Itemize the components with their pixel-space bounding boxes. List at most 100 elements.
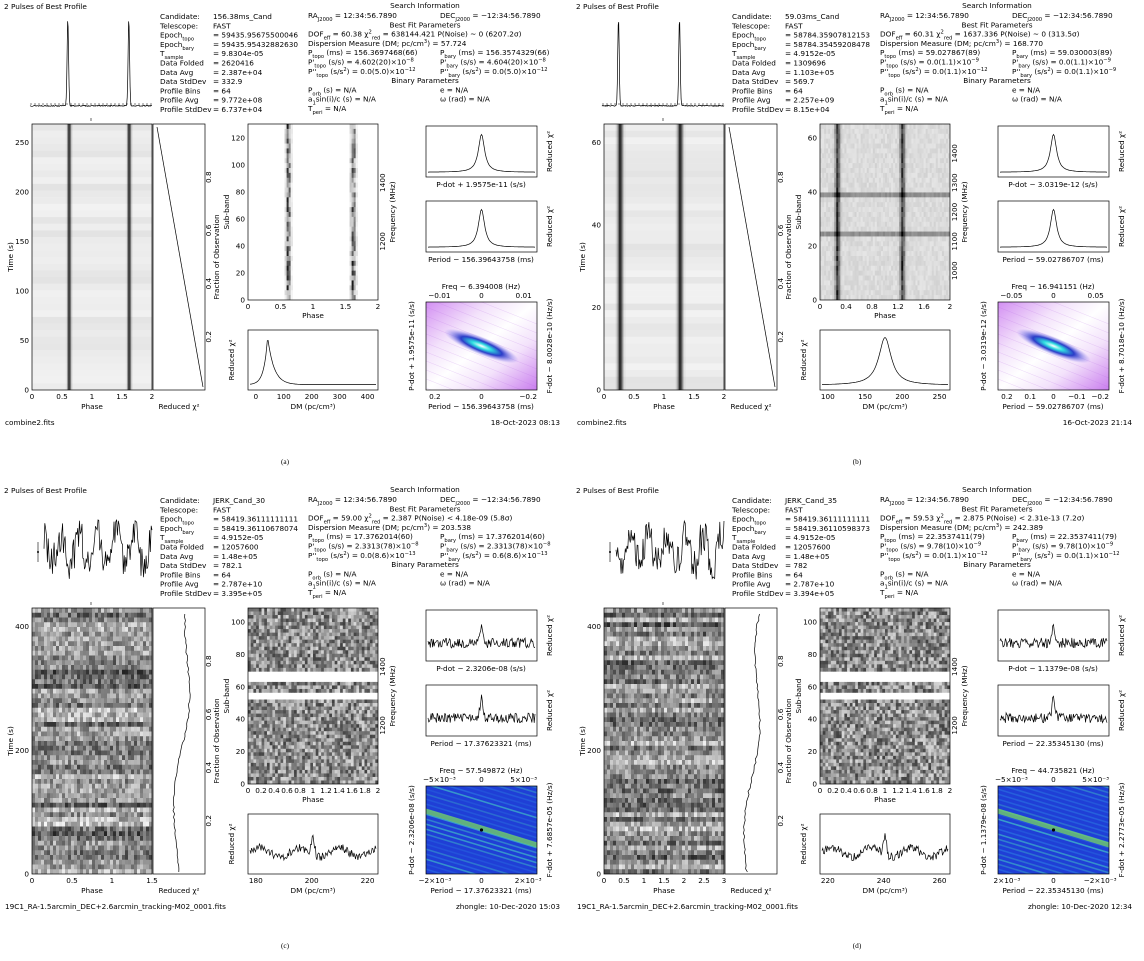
image-cell (56, 703, 59, 708)
info-value: = 9.8304e-05 (213, 49, 263, 58)
image-cell (830, 227, 832, 232)
image-cell (905, 124, 907, 129)
image-cell (104, 803, 107, 808)
image-cell (905, 276, 907, 281)
image-cell (89, 694, 92, 699)
image-cell (83, 670, 86, 675)
image-cell (895, 236, 897, 241)
image-cell (128, 641, 131, 646)
image-cell (855, 295, 857, 300)
image-cell (944, 124, 946, 129)
image-cell (354, 173, 356, 178)
image-cell (938, 124, 940, 129)
image-cell (834, 232, 836, 237)
image-cell (879, 202, 881, 207)
image-cell (875, 227, 877, 232)
y2-tick-label: 0.8 (776, 171, 785, 183)
image-cell (38, 708, 41, 713)
image-cell (285, 139, 287, 144)
image-cell (137, 656, 140, 661)
image-cell (842, 134, 844, 139)
image-cell (911, 148, 913, 153)
image-cell (909, 217, 911, 222)
image-cell (832, 202, 834, 207)
image-cell (86, 770, 89, 775)
image-cell (891, 261, 893, 266)
image-cell (885, 158, 887, 163)
image-cell (897, 144, 899, 149)
image-cell (938, 290, 940, 295)
search-line: e = N/A (440, 569, 468, 578)
image-cell (101, 713, 104, 718)
image-cell (905, 202, 907, 207)
image-cell (946, 280, 948, 285)
image-cell (68, 789, 71, 794)
image-cell (53, 646, 56, 651)
image-cell (877, 173, 879, 178)
image-cell (889, 124, 891, 129)
image-cell (107, 637, 110, 642)
image-cell (926, 158, 928, 163)
image-cell (74, 732, 77, 737)
image-cell (938, 285, 940, 290)
image-cell (922, 144, 924, 149)
image-cell (918, 261, 920, 266)
image-cell (855, 266, 857, 271)
image-cell (291, 251, 293, 256)
image-cell (889, 261, 891, 266)
image-cell (867, 251, 869, 256)
image-cell (146, 694, 149, 699)
image-cell (944, 158, 946, 163)
x2-tick-label: 0.01 (516, 291, 532, 300)
image-cell (907, 276, 909, 281)
image-cell (62, 798, 65, 803)
image-row (604, 191, 724, 198)
image-cell (946, 202, 948, 207)
image-cell (146, 755, 149, 760)
image-cell (915, 251, 917, 256)
image-cell (119, 760, 122, 765)
image-cell (113, 660, 116, 665)
image-cell (946, 188, 948, 193)
image-cell (926, 271, 928, 276)
image-cell (855, 173, 857, 178)
image-cell (897, 188, 899, 193)
image-cell (110, 765, 113, 770)
image-cell (137, 698, 140, 703)
image-cell (930, 276, 932, 281)
image-cell (918, 212, 920, 217)
image-cell (125, 684, 128, 689)
image-cell (911, 134, 913, 139)
image-cell (107, 741, 110, 746)
image-cell (287, 227, 289, 232)
image-row (32, 151, 152, 158)
image-cell (68, 698, 71, 703)
image-cell (68, 670, 71, 675)
image-cell (855, 236, 857, 241)
image-cell (104, 741, 107, 746)
image-row (604, 377, 724, 384)
image-cell (128, 694, 131, 699)
image-cell (122, 770, 125, 775)
image-cell (86, 755, 89, 760)
image-cell (861, 188, 863, 193)
image-cell (74, 646, 77, 651)
image-cell (41, 703, 44, 708)
image-cell (850, 251, 852, 256)
image-cell (285, 168, 287, 173)
image-cell (932, 271, 934, 276)
image-cell (857, 241, 859, 246)
image-cell (107, 727, 110, 732)
info-value: = 58419.36111111111 (213, 515, 298, 524)
image-cell (885, 266, 887, 271)
image-cell (53, 760, 56, 765)
image-cell (940, 295, 942, 300)
image-cell (128, 779, 131, 784)
image-cell (41, 803, 44, 808)
image-cell (863, 227, 865, 232)
image-cell (62, 736, 65, 741)
image-cell (59, 774, 62, 779)
image-cell (924, 261, 926, 266)
image-cell (291, 276, 293, 281)
image-cell (946, 158, 948, 163)
